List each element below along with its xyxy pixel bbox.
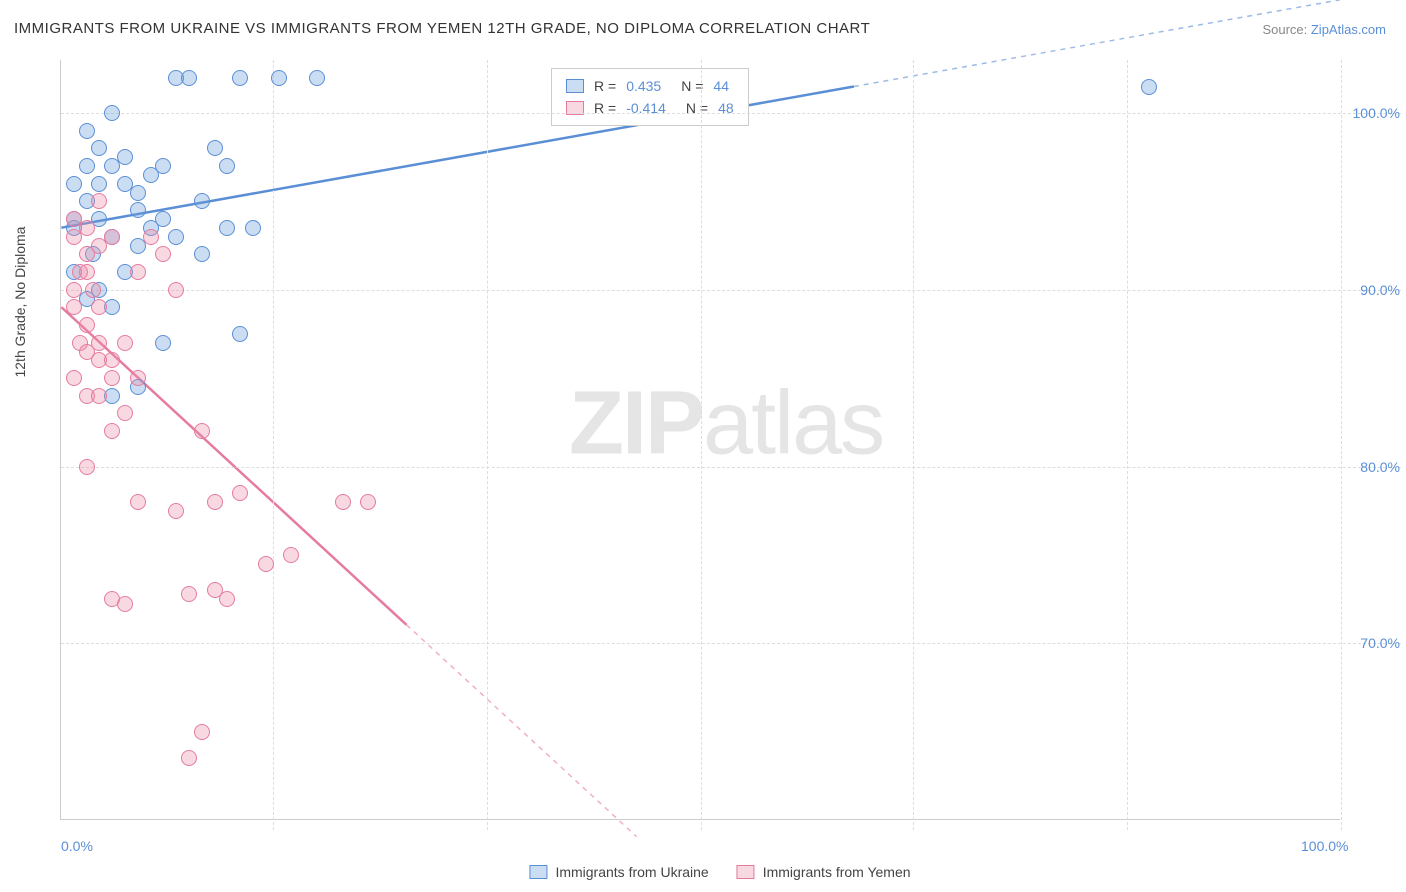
legend-r-value: 0.435	[626, 78, 661, 94]
y-tick-label: 90.0%	[1350, 282, 1400, 298]
y-tick-label: 70.0%	[1350, 635, 1400, 651]
gridline-v	[1341, 60, 1342, 830]
data-point	[194, 246, 210, 262]
data-point	[104, 370, 120, 386]
data-point	[66, 370, 82, 386]
y-tick-label: 100.0%	[1350, 105, 1400, 121]
data-point	[79, 158, 95, 174]
data-point	[232, 485, 248, 501]
source-link[interactable]: ZipAtlas.com	[1311, 22, 1386, 37]
data-point	[85, 282, 101, 298]
data-point	[130, 494, 146, 510]
data-point	[117, 149, 133, 165]
data-point	[79, 123, 95, 139]
data-point	[117, 405, 133, 421]
gridline-v	[273, 60, 274, 830]
y-tick-label: 80.0%	[1350, 459, 1400, 475]
data-point	[155, 211, 171, 227]
plot-area: ZIPatlas R = 0.435 N = 44 R = -0.414 N =…	[60, 60, 1340, 820]
data-point	[91, 140, 107, 156]
gridline-v	[487, 60, 488, 830]
y-axis-label: 12th Grade, No Diploma	[12, 227, 28, 378]
gridline-v	[701, 60, 702, 830]
data-point	[181, 586, 197, 602]
legend-swatch	[737, 865, 755, 879]
data-point	[91, 299, 107, 315]
data-point	[66, 299, 82, 315]
data-point	[232, 70, 248, 86]
data-point	[155, 246, 171, 262]
bottom-legend-item: Immigrants from Yemen	[737, 864, 911, 880]
data-point	[91, 335, 107, 351]
legend-swatch	[566, 79, 584, 93]
data-point	[104, 423, 120, 439]
data-point	[1141, 79, 1157, 95]
bottom-legend: Immigrants from Ukraine Immigrants from …	[529, 864, 910, 880]
x-tick-label: 100.0%	[1301, 838, 1348, 854]
data-point	[130, 370, 146, 386]
data-point	[232, 326, 248, 342]
data-point	[271, 70, 287, 86]
legend-row: R = 0.435 N = 44	[566, 75, 734, 97]
data-point	[219, 220, 235, 236]
data-point	[207, 140, 223, 156]
data-point	[117, 335, 133, 351]
gridline-h	[61, 467, 1401, 468]
data-point	[79, 317, 95, 333]
data-point	[194, 423, 210, 439]
data-point	[360, 494, 376, 510]
data-point	[91, 176, 107, 192]
legend-n-value: 44	[713, 78, 729, 94]
series-name: Immigrants from Ukraine	[555, 864, 708, 880]
data-point	[155, 158, 171, 174]
data-point	[66, 176, 82, 192]
data-point	[168, 282, 184, 298]
legend-r-label: R =	[594, 78, 616, 94]
data-point	[194, 193, 210, 209]
bottom-legend-item: Immigrants from Ukraine	[529, 864, 708, 880]
gridline-h	[61, 113, 1401, 114]
legend-swatch	[529, 865, 547, 879]
data-point	[130, 202, 146, 218]
data-point	[66, 282, 82, 298]
data-point	[181, 750, 197, 766]
data-point	[130, 264, 146, 280]
data-point	[79, 264, 95, 280]
data-point	[104, 352, 120, 368]
data-point	[207, 494, 223, 510]
data-point	[309, 70, 325, 86]
correlation-legend: R = 0.435 N = 44 R = -0.414 N = 48	[551, 68, 749, 126]
data-point	[194, 724, 210, 740]
data-point	[104, 105, 120, 121]
series-name: Immigrants from Yemen	[763, 864, 911, 880]
data-point	[91, 193, 107, 209]
data-point	[283, 547, 299, 563]
source-attribution: Source: ZipAtlas.com	[1262, 22, 1386, 37]
data-point	[104, 229, 120, 245]
data-point	[219, 591, 235, 607]
gridline-h	[61, 290, 1401, 291]
data-point	[117, 176, 133, 192]
legend-row: R = -0.414 N = 48	[566, 97, 734, 119]
data-point	[168, 229, 184, 245]
data-point	[335, 494, 351, 510]
chart-container: 12th Grade, No Diploma ZIPatlas R = 0.43…	[50, 50, 1390, 840]
data-point	[117, 596, 133, 612]
data-point	[79, 459, 95, 475]
data-point	[91, 388, 107, 404]
data-point	[219, 158, 235, 174]
x-tick-label: 0.0%	[61, 838, 93, 854]
data-point	[168, 503, 184, 519]
gridline-h	[61, 643, 1401, 644]
gridline-v	[913, 60, 914, 830]
data-point	[143, 229, 159, 245]
data-point	[66, 211, 82, 227]
data-point	[245, 220, 261, 236]
data-point	[258, 556, 274, 572]
gridline-v	[1127, 60, 1128, 830]
chart-title: IMMIGRANTS FROM UKRAINE VS IMMIGRANTS FR…	[14, 20, 870, 37]
data-point	[155, 335, 171, 351]
data-point	[181, 70, 197, 86]
